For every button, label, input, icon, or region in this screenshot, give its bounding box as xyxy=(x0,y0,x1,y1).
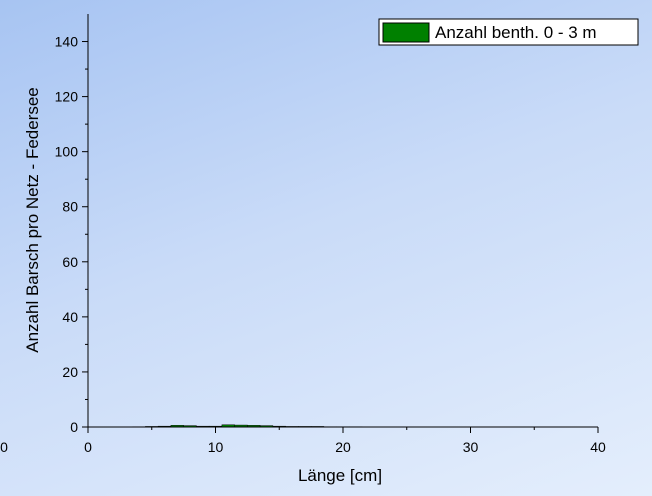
y-axis-ticks: 0 20 40 60 80 100 120 140 xyxy=(55,34,88,435)
y-tick-label: 40 xyxy=(62,309,78,325)
y-tick-label: 0 xyxy=(70,419,78,435)
x-tick-label: 0 xyxy=(84,439,92,455)
legend-swatch xyxy=(382,22,430,43)
y-tick-label: 140 xyxy=(55,34,79,50)
y-tick-label: 20 xyxy=(62,364,78,380)
y-tick-label: 120 xyxy=(55,89,79,105)
y-tick-label: 60 xyxy=(62,254,78,270)
left-edge-label: 0 xyxy=(0,439,8,455)
x-tick-label: 30 xyxy=(463,439,479,455)
x-tick-label: 10 xyxy=(208,439,224,455)
x-tick-label: 40 xyxy=(590,439,606,455)
x-tick-label: 20 xyxy=(335,439,351,455)
x-axis-ticks: 0 10 20 30 40 xyxy=(84,427,606,455)
legend-label: Anzahl benth. 0 - 3 m xyxy=(435,23,597,42)
legend: Anzahl benth. 0 - 3 m xyxy=(378,18,639,46)
y-tick-label: 100 xyxy=(55,144,79,160)
y-axis-title: Anzahl Barsch pro Netz - Federsee xyxy=(23,87,42,353)
x-axis-title: Länge [cm] xyxy=(298,466,382,485)
y-tick-label: 80 xyxy=(62,199,78,215)
